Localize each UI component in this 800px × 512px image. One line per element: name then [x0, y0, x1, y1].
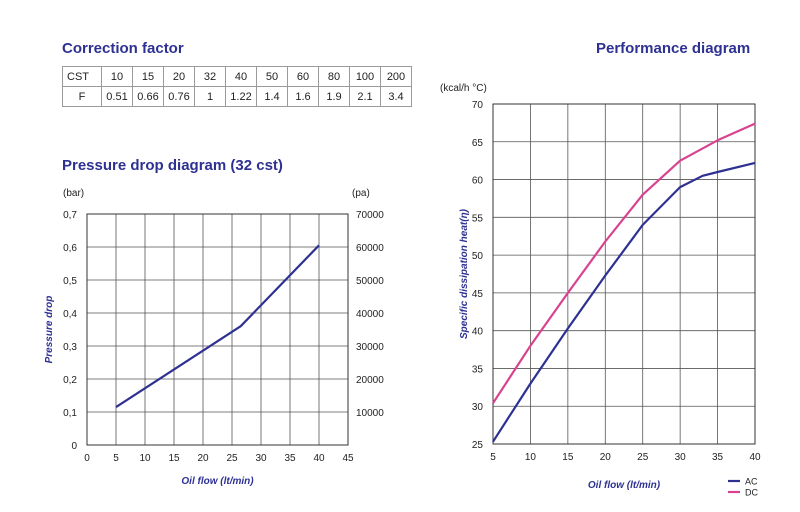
series-line-ac	[492, 161, 756, 443]
cst-cell: 200	[380, 66, 412, 87]
x-tick-label: 15	[562, 452, 574, 463]
y2-unit-label: (pa)	[352, 188, 370, 199]
x-tick-label: 35	[712, 452, 724, 463]
f-cell: 0.76	[163, 86, 195, 107]
x-tick-label: 30	[255, 453, 267, 464]
y2-tick-label: 50000	[356, 276, 384, 287]
y-tick-label: 70	[472, 100, 484, 111]
x-tick-label: 5	[113, 453, 119, 464]
y2-tick-label: 10000	[356, 408, 384, 419]
x-tick-label: 45	[342, 453, 354, 464]
y2-tick-label: 20000	[356, 375, 384, 386]
x-axis-title: Oil flow (lt/min)	[181, 476, 254, 487]
series-line	[115, 244, 320, 409]
y-unit-label: (kcal/h °C)	[440, 83, 487, 94]
y-tick-label: 35	[472, 364, 484, 375]
table-row-cst: CST 10 15 20 32 40 50 60 80 100 200	[62, 66, 412, 87]
x-tick-label: 20	[197, 453, 209, 464]
cst-cell: 60	[287, 66, 319, 87]
cst-cell: 20	[163, 66, 195, 87]
y-tick-label: 0,6	[63, 243, 77, 254]
y-tick-label: 50	[472, 251, 484, 262]
pressure-drop-title: Pressure drop diagram (32 cst)	[62, 157, 283, 174]
f-cell: 1.4	[256, 86, 288, 107]
y2-tick-label: 60000	[356, 243, 384, 254]
y-tick-label: 0,7	[63, 210, 77, 221]
y-axis-title: Specific dissipation heat(η)	[459, 208, 470, 339]
y-tick-label: 30	[472, 402, 484, 413]
y-tick-label: 55	[472, 213, 484, 224]
x-tick-label: 40	[749, 452, 761, 463]
f-cell: 1.9	[318, 86, 350, 107]
y-tick-label: 0	[71, 441, 77, 452]
f-cell: 3.4	[380, 86, 412, 107]
y-tick-label: 40	[472, 327, 484, 338]
f-cell: 1	[194, 86, 226, 107]
y-tick-label: 25	[472, 440, 484, 451]
y-tick-label: 60	[472, 176, 484, 187]
x-tick-label: 0	[84, 453, 90, 464]
correction-factor-title: Correction factor	[62, 40, 184, 57]
y-tick-label: 0,2	[63, 375, 77, 386]
table-row-f: F 0.51 0.66 0.76 1 1.22 1.4 1.6 1.9 2.1 …	[62, 86, 412, 107]
y-axis-title: Pressure drop	[44, 296, 55, 364]
row-label-f: F	[62, 86, 102, 107]
y-tick-label: 0,5	[63, 276, 77, 287]
y-tick-label: 0,3	[63, 342, 77, 353]
x-tick-label: 10	[525, 452, 537, 463]
correction-factor-table: CST 10 15 20 32 40 50 60 80 100 200 F 0.…	[62, 66, 412, 107]
x-tick-label: 25	[226, 453, 238, 464]
f-cell: 1.6	[287, 86, 319, 107]
y2-tick-label: 30000	[356, 342, 384, 353]
x-axis-title: Oil flow (lt/min)	[588, 480, 661, 491]
plot-frame	[492, 103, 756, 445]
y-tick-label: 0,1	[63, 408, 77, 419]
legend-label: DC	[745, 488, 758, 498]
legend-label: AC	[745, 477, 758, 487]
y-unit-label: (bar)	[63, 188, 84, 199]
performance-diagram-title: Performance diagram	[596, 40, 751, 57]
y-tick-label: 0,4	[63, 309, 77, 320]
x-tick-label: 15	[168, 453, 180, 464]
f-cell: 1.22	[225, 86, 257, 107]
x-tick-label: 40	[313, 453, 325, 464]
y-tick-label: 65	[472, 138, 484, 149]
x-tick-label: 30	[675, 452, 687, 463]
y2-tick-label: 70000	[356, 210, 384, 221]
x-tick-label: 25	[637, 452, 649, 463]
x-tick-label: 20	[600, 452, 612, 463]
x-tick-label: 35	[284, 453, 296, 464]
series-line-dc	[492, 122, 756, 404]
x-tick-label: 5	[490, 452, 496, 463]
plot-frame	[86, 213, 349, 446]
y2-tick-label: 40000	[356, 309, 384, 320]
y-tick-label: 45	[472, 289, 484, 300]
x-tick-label: 10	[139, 453, 151, 464]
